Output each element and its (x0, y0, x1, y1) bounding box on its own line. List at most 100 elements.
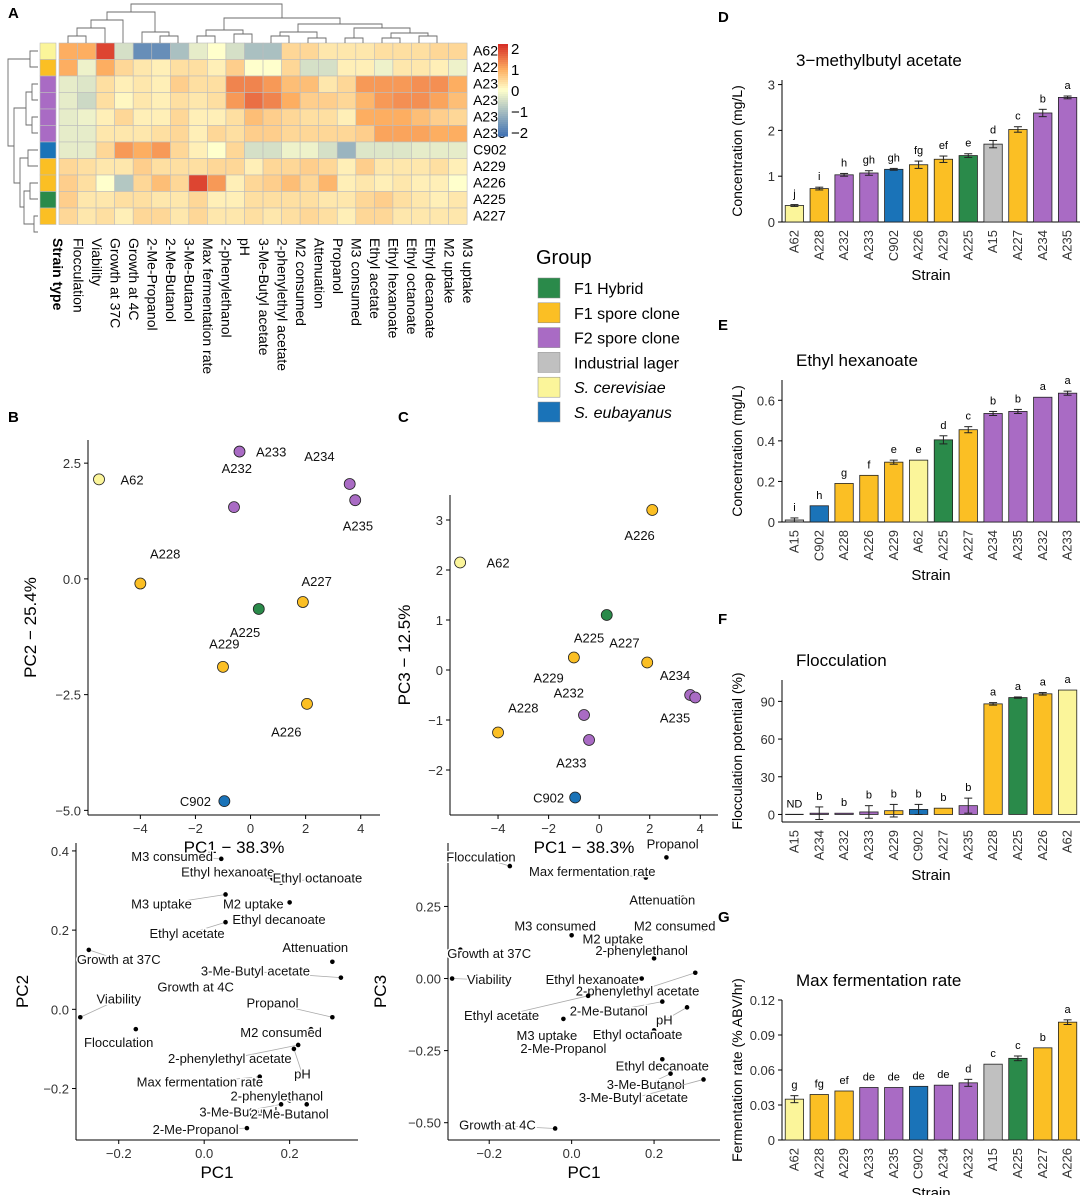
heatmap-cell (281, 191, 301, 209)
score-label-a234: A234 (304, 449, 334, 464)
heatmap-cell (170, 108, 190, 126)
heatmap-cell (95, 158, 115, 176)
heatmap-row-label: A228 (473, 59, 506, 75)
significance-letter: gh (888, 152, 900, 164)
dendrogram-branch (25, 91, 32, 126)
heatmap-cell (225, 75, 245, 93)
heatmap-cell (374, 42, 394, 60)
heatmap-row-label: A234 (473, 76, 506, 92)
heatmap-cell (170, 75, 190, 93)
y-axis-title: PC3 (371, 975, 390, 1008)
label-leader (460, 949, 490, 955)
color-scale-step (498, 82, 508, 85)
legend-title: Group (536, 247, 592, 269)
bar-a226 (859, 474, 879, 523)
loading-label: M3 uptake (131, 896, 192, 911)
loading-point (561, 1016, 566, 1022)
significance-letter: b (965, 782, 971, 794)
heatmap-cell (336, 108, 357, 126)
bar-a62 (784, 1098, 805, 1141)
heatmap-cell (207, 141, 227, 159)
y-tick-label: 0 (768, 1133, 775, 1148)
heatmap-cell (225, 158, 245, 176)
x-tick-label: 0 (247, 821, 254, 836)
heatmap-cell (411, 158, 431, 176)
dendrogram-branch (29, 50, 38, 68)
y-tick-label: 0.12 (750, 993, 775, 1008)
loading-label: Ethyl decanoate (616, 1058, 709, 1073)
heatmap-cell (188, 42, 208, 60)
color-scale-step (498, 76, 508, 79)
bar-a227 (1008, 129, 1028, 223)
heatmap-cell (225, 59, 245, 77)
loading-label: Ethyl hexanoate (181, 865, 274, 880)
x-axis-title: PC1 − 38.3% (184, 838, 285, 857)
chart-title: Flocculation (796, 651, 887, 670)
score-label-a232: A232 (222, 461, 252, 476)
color-scale-step (498, 108, 508, 111)
x-tick-label: A228 (836, 530, 851, 560)
heatmap-cell (207, 207, 227, 225)
heatmap-cell (58, 207, 78, 225)
loading-label: Viability (467, 972, 512, 987)
heatmap-cell (207, 191, 227, 209)
dendrogram-branch (205, 29, 244, 36)
heatmap-cell (207, 59, 227, 77)
legend-label-s-cerevisiae: S. cerevisiae (574, 380, 666, 397)
score-label-a62: A62 (486, 556, 509, 571)
significance-letter: h (841, 157, 847, 169)
heatmap-cell (336, 158, 357, 176)
x-axis-title: Strain (911, 1185, 950, 1195)
bar-a232 (1033, 396, 1053, 523)
x-tick-label: 2 (302, 821, 309, 836)
heatmap-cell (207, 42, 227, 60)
x-tick-label: A233 (861, 230, 876, 260)
significance-letter: c (966, 411, 972, 423)
x-tick-label: A233 (861, 1148, 876, 1178)
x-tick-label: A233 (861, 830, 876, 860)
loading-point (651, 956, 657, 961)
x-tick-label: A227 (960, 530, 975, 560)
heatmap-cell (151, 75, 171, 93)
legend-label-f2-spore-clone: F2 spore clone (574, 331, 680, 348)
score-label-a232: A232 (554, 686, 584, 701)
bar-c902 (908, 1085, 929, 1141)
legend-label-industrial-lager: Industrial lager (574, 355, 680, 372)
y-tick-label: −1 (428, 713, 443, 728)
heatmap-cell (170, 158, 190, 176)
color-scale-step (498, 120, 508, 123)
heatmap-row-label: A229 (473, 158, 506, 174)
bar-a226 (908, 164, 929, 223)
score-label-a233: A233 (556, 756, 586, 771)
heatmap-cell (411, 141, 431, 159)
heatmap-cell (151, 174, 171, 192)
heatmap-cell (151, 191, 171, 209)
bar-a235 (1008, 411, 1028, 523)
heatmap-cell (188, 174, 208, 192)
bar-a234 (983, 413, 1003, 523)
heatmap-cell (58, 42, 78, 60)
loading-label: Growth at 4C (157, 980, 234, 995)
x-tick-label: A232 (836, 230, 851, 260)
heatmap-cell (58, 108, 78, 126)
y-axis-title: Flocculation potential (%) (729, 672, 745, 829)
heatmap-cell (170, 92, 190, 110)
color-scale-step (498, 124, 508, 127)
heatmap-cell (318, 75, 338, 93)
heatmap-cell (151, 141, 171, 159)
label-leader (452, 978, 490, 981)
x-tick-label: C902 (911, 830, 926, 861)
legend-swatch-f2-spore-clone (537, 327, 561, 348)
heatmap-cell (411, 191, 431, 209)
heatmap-cell (318, 92, 338, 110)
y-tick-label: −5.0 (55, 803, 81, 818)
heatmap-cell (132, 141, 153, 159)
heatmap-cell (77, 207, 97, 225)
significance-letter: de (912, 1070, 924, 1082)
loading-point (77, 1014, 83, 1020)
heatmap-cell (299, 125, 319, 143)
x-tick-label: A228 (985, 830, 1000, 860)
significance-letter: b (1015, 393, 1021, 405)
score-label-c902: C902 (180, 794, 211, 809)
score-point-a226 (646, 504, 659, 516)
